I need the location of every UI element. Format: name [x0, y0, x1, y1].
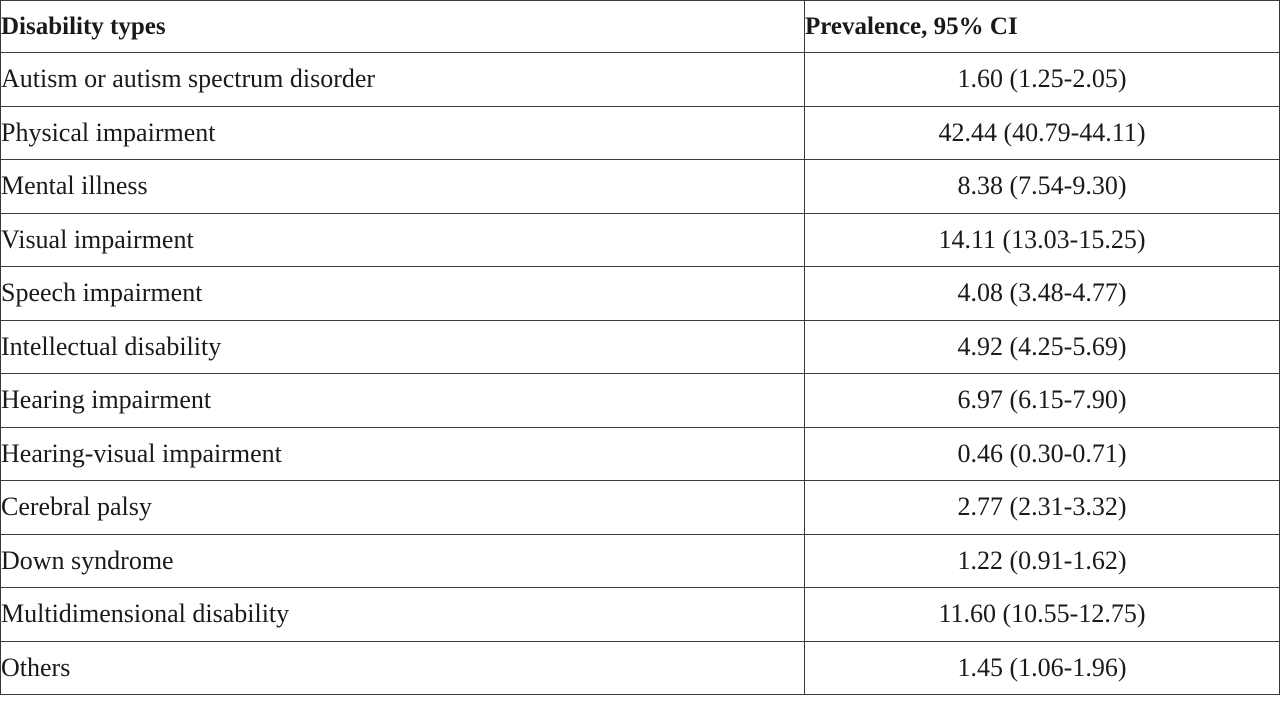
disability-type-cell: Visual impairment [0, 212, 805, 267]
prevalence-cell: 1.45 (1.06-1.96) [804, 640, 1280, 695]
table-row: Hearing-visual impairment 0.46 (0.30-0.7… [0, 426, 1280, 481]
disability-type-cell: Down syndrome [0, 533, 805, 588]
prevalence-cell: 8.38 (7.54-9.30) [804, 159, 1280, 214]
prevalence-cell: 1.22 (0.91-1.62) [804, 533, 1280, 588]
table-header-row: Disability types Prevalence, 95% CI [0, 0, 1280, 53]
disability-type-cell: Intellectual disability [0, 319, 805, 374]
prevalence-cell: 42.44 (40.79-44.11) [804, 105, 1280, 160]
disability-type-cell: Mental illness [0, 159, 805, 214]
prevalence-cell: 0.46 (0.30-0.71) [804, 426, 1280, 481]
table-row: Mental illness 8.38 (7.54-9.30) [0, 159, 1280, 214]
header-disability-types: Disability types [0, 0, 805, 53]
table-row: Down syndrome 1.22 (0.91-1.62) [0, 533, 1280, 588]
prevalence-cell: 14.11 (13.03-15.25) [804, 212, 1280, 267]
table-row: Autism or autism spectrum disorder 1.60 … [0, 52, 1280, 107]
prevalence-cell: 4.92 (4.25-5.69) [804, 319, 1280, 374]
prevalence-cell: 4.08 (3.48-4.77) [804, 266, 1280, 321]
table-row: Intellectual disability 4.92 (4.25-5.69) [0, 319, 1280, 374]
table-row: Physical impairment 42.44 (40.79-44.11) [0, 105, 1280, 160]
disability-type-cell: Others [0, 640, 805, 695]
prevalence-cell: 11.60 (10.55-12.75) [804, 587, 1280, 642]
prevalence-cell: 1.60 (1.25-2.05) [804, 52, 1280, 107]
disability-type-cell: Hearing impairment [0, 373, 805, 428]
table-row: Others 1.45 (1.06-1.96) [0, 640, 1280, 695]
disability-type-cell: Multidimensional disability [0, 587, 805, 642]
prevalence-cell: 2.77 (2.31-3.32) [804, 480, 1280, 535]
table-row: Multidimensional disability 11.60 (10.55… [0, 587, 1280, 642]
header-prevalence: Prevalence, 95% CI [804, 0, 1280, 53]
disability-type-cell: Cerebral palsy [0, 480, 805, 535]
table-row: Cerebral palsy 2.77 (2.31-3.32) [0, 480, 1280, 535]
disability-type-cell: Physical impairment [0, 105, 805, 160]
table-row: Speech impairment 4.08 (3.48-4.77) [0, 266, 1280, 321]
disability-type-cell: Autism or autism spectrum disorder [0, 52, 805, 107]
disability-type-cell: Speech impairment [0, 266, 805, 321]
disability-type-cell: Hearing-visual impairment [0, 426, 805, 481]
prevalence-cell: 6.97 (6.15-7.90) [804, 373, 1280, 428]
table-row: Visual impairment 14.11 (13.03-15.25) [0, 212, 1280, 267]
table-row: Hearing impairment 6.97 (6.15-7.90) [0, 373, 1280, 428]
